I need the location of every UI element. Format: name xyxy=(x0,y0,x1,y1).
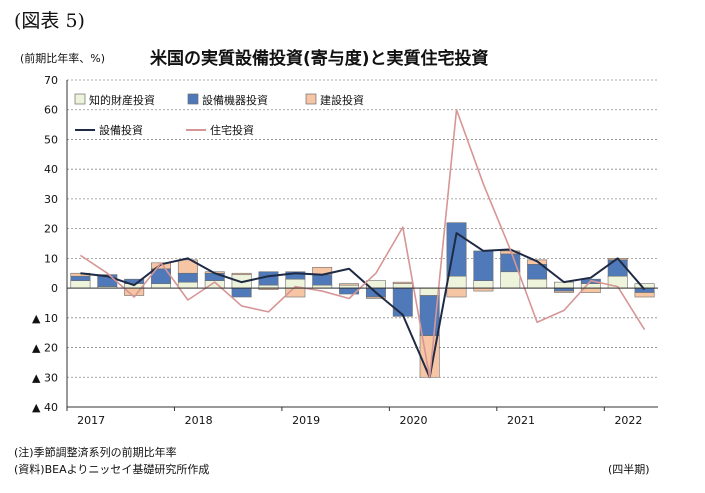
legend-label: 知的財産投資 xyxy=(89,93,155,107)
bar-equip xyxy=(70,275,91,281)
x-axis-period-label: (四半期) xyxy=(608,463,650,476)
bar-equip xyxy=(392,287,413,317)
bar-struct xyxy=(231,272,252,276)
line-series xyxy=(79,108,646,379)
y-tick-label: 40 xyxy=(44,163,58,176)
bar-equip xyxy=(204,272,225,281)
bar-ip xyxy=(446,275,467,289)
y-tick-label: 20 xyxy=(44,223,58,236)
figure-label: (図表 5) xyxy=(14,10,85,32)
y-axis-unit-label: (前期比年率、%) xyxy=(20,52,106,65)
gridlines xyxy=(67,79,658,408)
y-tick-label: 10 xyxy=(44,252,58,265)
axes: 70 60 50 40 30 20 10 0 ▲ 10 ▲ 20 ▲ 30 ▲ 40 2017 2018 2… xyxy=(32,74,658,427)
x-tick-label: 2019 xyxy=(292,414,320,427)
legend-swatch xyxy=(74,93,86,105)
bar-equip xyxy=(312,274,333,286)
bar-struct xyxy=(392,281,413,284)
bar-ip xyxy=(473,280,494,289)
y-tick-label: ▲ 30 xyxy=(32,371,58,384)
bar-equip xyxy=(231,287,252,298)
y-tick-label: ▲ 20 xyxy=(32,342,58,355)
bar-struct xyxy=(339,283,360,286)
bar-ip xyxy=(500,271,521,289)
legend-swatch xyxy=(305,93,317,105)
legend-label: 設備機器投資 xyxy=(202,93,268,107)
stacked-bars xyxy=(70,222,655,378)
chart-title: 米国の実質設備投資(寄与度)と実質住宅投資 xyxy=(150,49,489,69)
footnote-source: (資料)BEAよりニッセイ基礎研究所作成 xyxy=(14,463,210,476)
footnote-note: (注)季節調整済系列の前期比年率 xyxy=(14,446,177,459)
bar-ip xyxy=(527,278,548,289)
bar-struct xyxy=(446,287,467,298)
x-tick-label: 2020 xyxy=(400,414,428,427)
bar-equip xyxy=(473,250,494,281)
legend-label: 設備投資 xyxy=(99,123,143,137)
bar-struct xyxy=(365,296,386,299)
bar-ip xyxy=(634,283,655,289)
bar-ip xyxy=(177,281,198,289)
legend-label: 建設投資 xyxy=(320,93,364,107)
bar-equip xyxy=(285,271,306,280)
y-tick-label: ▲ 10 xyxy=(32,312,58,325)
bar-struct xyxy=(554,290,574,293)
legend-label: 住宅投資 xyxy=(210,123,254,137)
bar-ip xyxy=(151,283,171,289)
y-tick-label: 0 xyxy=(51,282,58,295)
x-tick-label: 2022 xyxy=(614,414,642,427)
y-tick-label: 50 xyxy=(44,133,58,146)
y-tick-label: 30 xyxy=(44,193,58,206)
line-line_total xyxy=(80,232,646,379)
bar-ip xyxy=(419,287,440,296)
legend-swatch xyxy=(187,93,199,105)
y-tick-label: 70 xyxy=(44,74,58,87)
y-tick-label: ▲ 40 xyxy=(32,401,58,414)
x-tick-label: 2018 xyxy=(185,414,213,427)
bar-struct xyxy=(634,292,655,298)
y-tick-label: 60 xyxy=(44,104,58,117)
x-tick-label: 2021 xyxy=(507,414,535,427)
bar-struct xyxy=(177,259,198,274)
bar-equip xyxy=(177,272,198,283)
x-tick-label: 2017 xyxy=(77,414,105,427)
line-line_res xyxy=(79,108,646,379)
bar-ip xyxy=(392,283,413,289)
bar-ip xyxy=(70,280,91,289)
